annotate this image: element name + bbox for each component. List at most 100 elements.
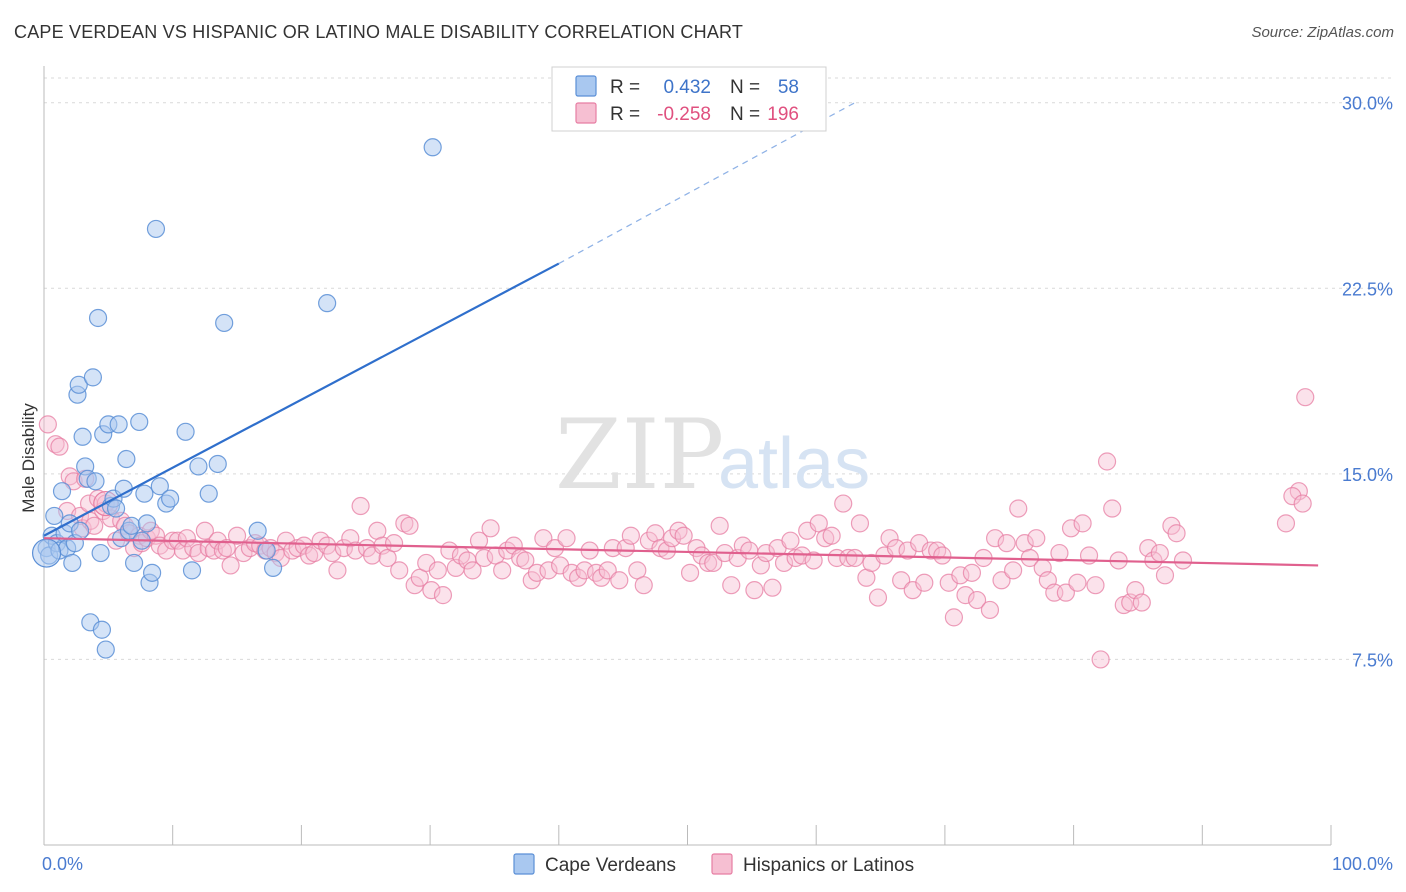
y-tick-label: 15.0%: [1342, 465, 1393, 485]
cape-verdean-point: [70, 521, 90, 540]
hispanic-point: [850, 514, 870, 533]
hispanic-point: [433, 586, 453, 605]
hispanic-point: [1293, 494, 1312, 513]
y-tick-label: 7.5%: [1352, 650, 1393, 670]
cape-verdean-point: [137, 514, 157, 533]
hispanic-point: [38, 415, 57, 434]
hispanic-point: [384, 534, 404, 553]
cape-verdean-point: [146, 219, 166, 239]
series-cape-verdeans-points: [31, 138, 442, 659]
hispanic-point: [1009, 499, 1028, 518]
hispanic-point: [680, 563, 700, 582]
cape-verdean-point: [91, 543, 110, 563]
hispanic-point: [177, 529, 196, 548]
x-tick-label-0: 0.0%: [42, 854, 83, 874]
cape-verdean-point: [257, 541, 276, 560]
hispanic-point: [428, 561, 447, 580]
hispanic-point: [621, 526, 640, 545]
hispanic-point: [822, 526, 841, 545]
hispanic-point: [516, 551, 535, 570]
hispanic-point: [475, 548, 494, 568]
hispanic-point: [1276, 514, 1296, 533]
hispanic-point: [493, 561, 512, 580]
cape-verdean-point: [150, 477, 169, 496]
cape-verdean-point: [122, 516, 141, 535]
hispanic-point: [1086, 576, 1105, 595]
hispanic-point: [915, 573, 934, 592]
legend-n-value-1: 58: [778, 77, 799, 98]
hispanic-point: [1073, 514, 1092, 533]
hispanic-point: [1132, 593, 1151, 612]
hispanic-point: [1283, 487, 1302, 506]
cape-verdean-point: [215, 313, 234, 333]
cape-verdean-point: [92, 620, 112, 639]
hispanic-point: [892, 571, 911, 590]
hispanic-point: [956, 586, 975, 605]
hispanic-point: [985, 529, 1005, 548]
cape-verdean-point: [176, 422, 195, 441]
hispanic-point: [921, 541, 940, 560]
hispanic-point: [227, 526, 247, 545]
hispanic-point: [839, 548, 858, 568]
hispanic-point: [1050, 543, 1069, 563]
hispanic-point: [845, 548, 864, 568]
cape-verdean-point: [423, 138, 442, 157]
hispanic-point: [351, 496, 370, 516]
hispanic-point: [1144, 551, 1163, 570]
bottom-legend: Cape Verdeans Hispanics or Latinos: [513, 853, 914, 876]
hispanic-point: [763, 578, 782, 597]
hispanic-point: [951, 566, 970, 585]
cape-verdean-point: [143, 563, 162, 582]
hispanic-point: [928, 541, 947, 560]
cape-verdean-point: [189, 457, 208, 476]
cape-verdean-point: [318, 294, 337, 313]
hispanic-point: [967, 590, 987, 610]
hispanic-point: [390, 561, 409, 580]
hispanic-trend-line: [43, 537, 1319, 567]
hispanic-point: [1091, 650, 1110, 669]
legend-n-label-1: N =: [730, 77, 760, 98]
y-axis-label: Male Disability: [19, 403, 38, 513]
cape-verdean-point: [63, 553, 82, 573]
cape-verdean-point: [124, 553, 144, 573]
source-label: Source: ZipAtlas.com: [1251, 24, 1394, 41]
grid-lines: [44, 77, 1392, 660]
hispanic-point: [1027, 529, 1046, 548]
hispanic-point: [189, 543, 208, 563]
hispanic-point: [1103, 499, 1122, 518]
cape-verdean-point: [263, 558, 283, 577]
hispanic-point: [980, 600, 1000, 620]
hispanic-point: [1150, 543, 1169, 563]
hispanic-point: [1173, 551, 1193, 570]
hispanic-point: [1004, 561, 1023, 580]
hispanic-point: [1296, 388, 1315, 407]
hispanic-point: [834, 494, 853, 513]
cape-verdean-point: [117, 449, 136, 469]
legend-r-value-1: 0.432: [663, 77, 711, 98]
legend-n-label-2: N =: [730, 104, 760, 125]
hispanic-point: [294, 536, 314, 555]
cape-verdean-point: [88, 308, 108, 328]
hispanic-point: [195, 521, 214, 540]
legend-r-label-2: R =: [610, 104, 640, 125]
hispanic-point: [422, 581, 441, 600]
hispanic-point: [698, 553, 718, 573]
cape-verdean-point: [86, 472, 105, 491]
hispanic-point: [50, 437, 69, 456]
cape-verdean-point: [109, 415, 128, 434]
bottom-legend-swatch-blue: [513, 853, 535, 875]
hispanic-point: [634, 576, 653, 595]
legend-n-value-2: 196: [767, 104, 799, 125]
hispanic-point: [1155, 566, 1175, 585]
y-tick-label: 30.0%: [1342, 94, 1393, 114]
legend-swatch-pink: [575, 102, 597, 124]
hispanic-point: [704, 553, 723, 573]
series-hispanics-points: [38, 388, 1315, 669]
hispanic-point: [400, 516, 419, 535]
hispanic-point: [710, 516, 729, 535]
hispanic-point: [880, 529, 899, 548]
hispanic-point: [740, 541, 759, 560]
hispanic-point: [527, 563, 547, 582]
hispanic-point: [587, 563, 606, 582]
